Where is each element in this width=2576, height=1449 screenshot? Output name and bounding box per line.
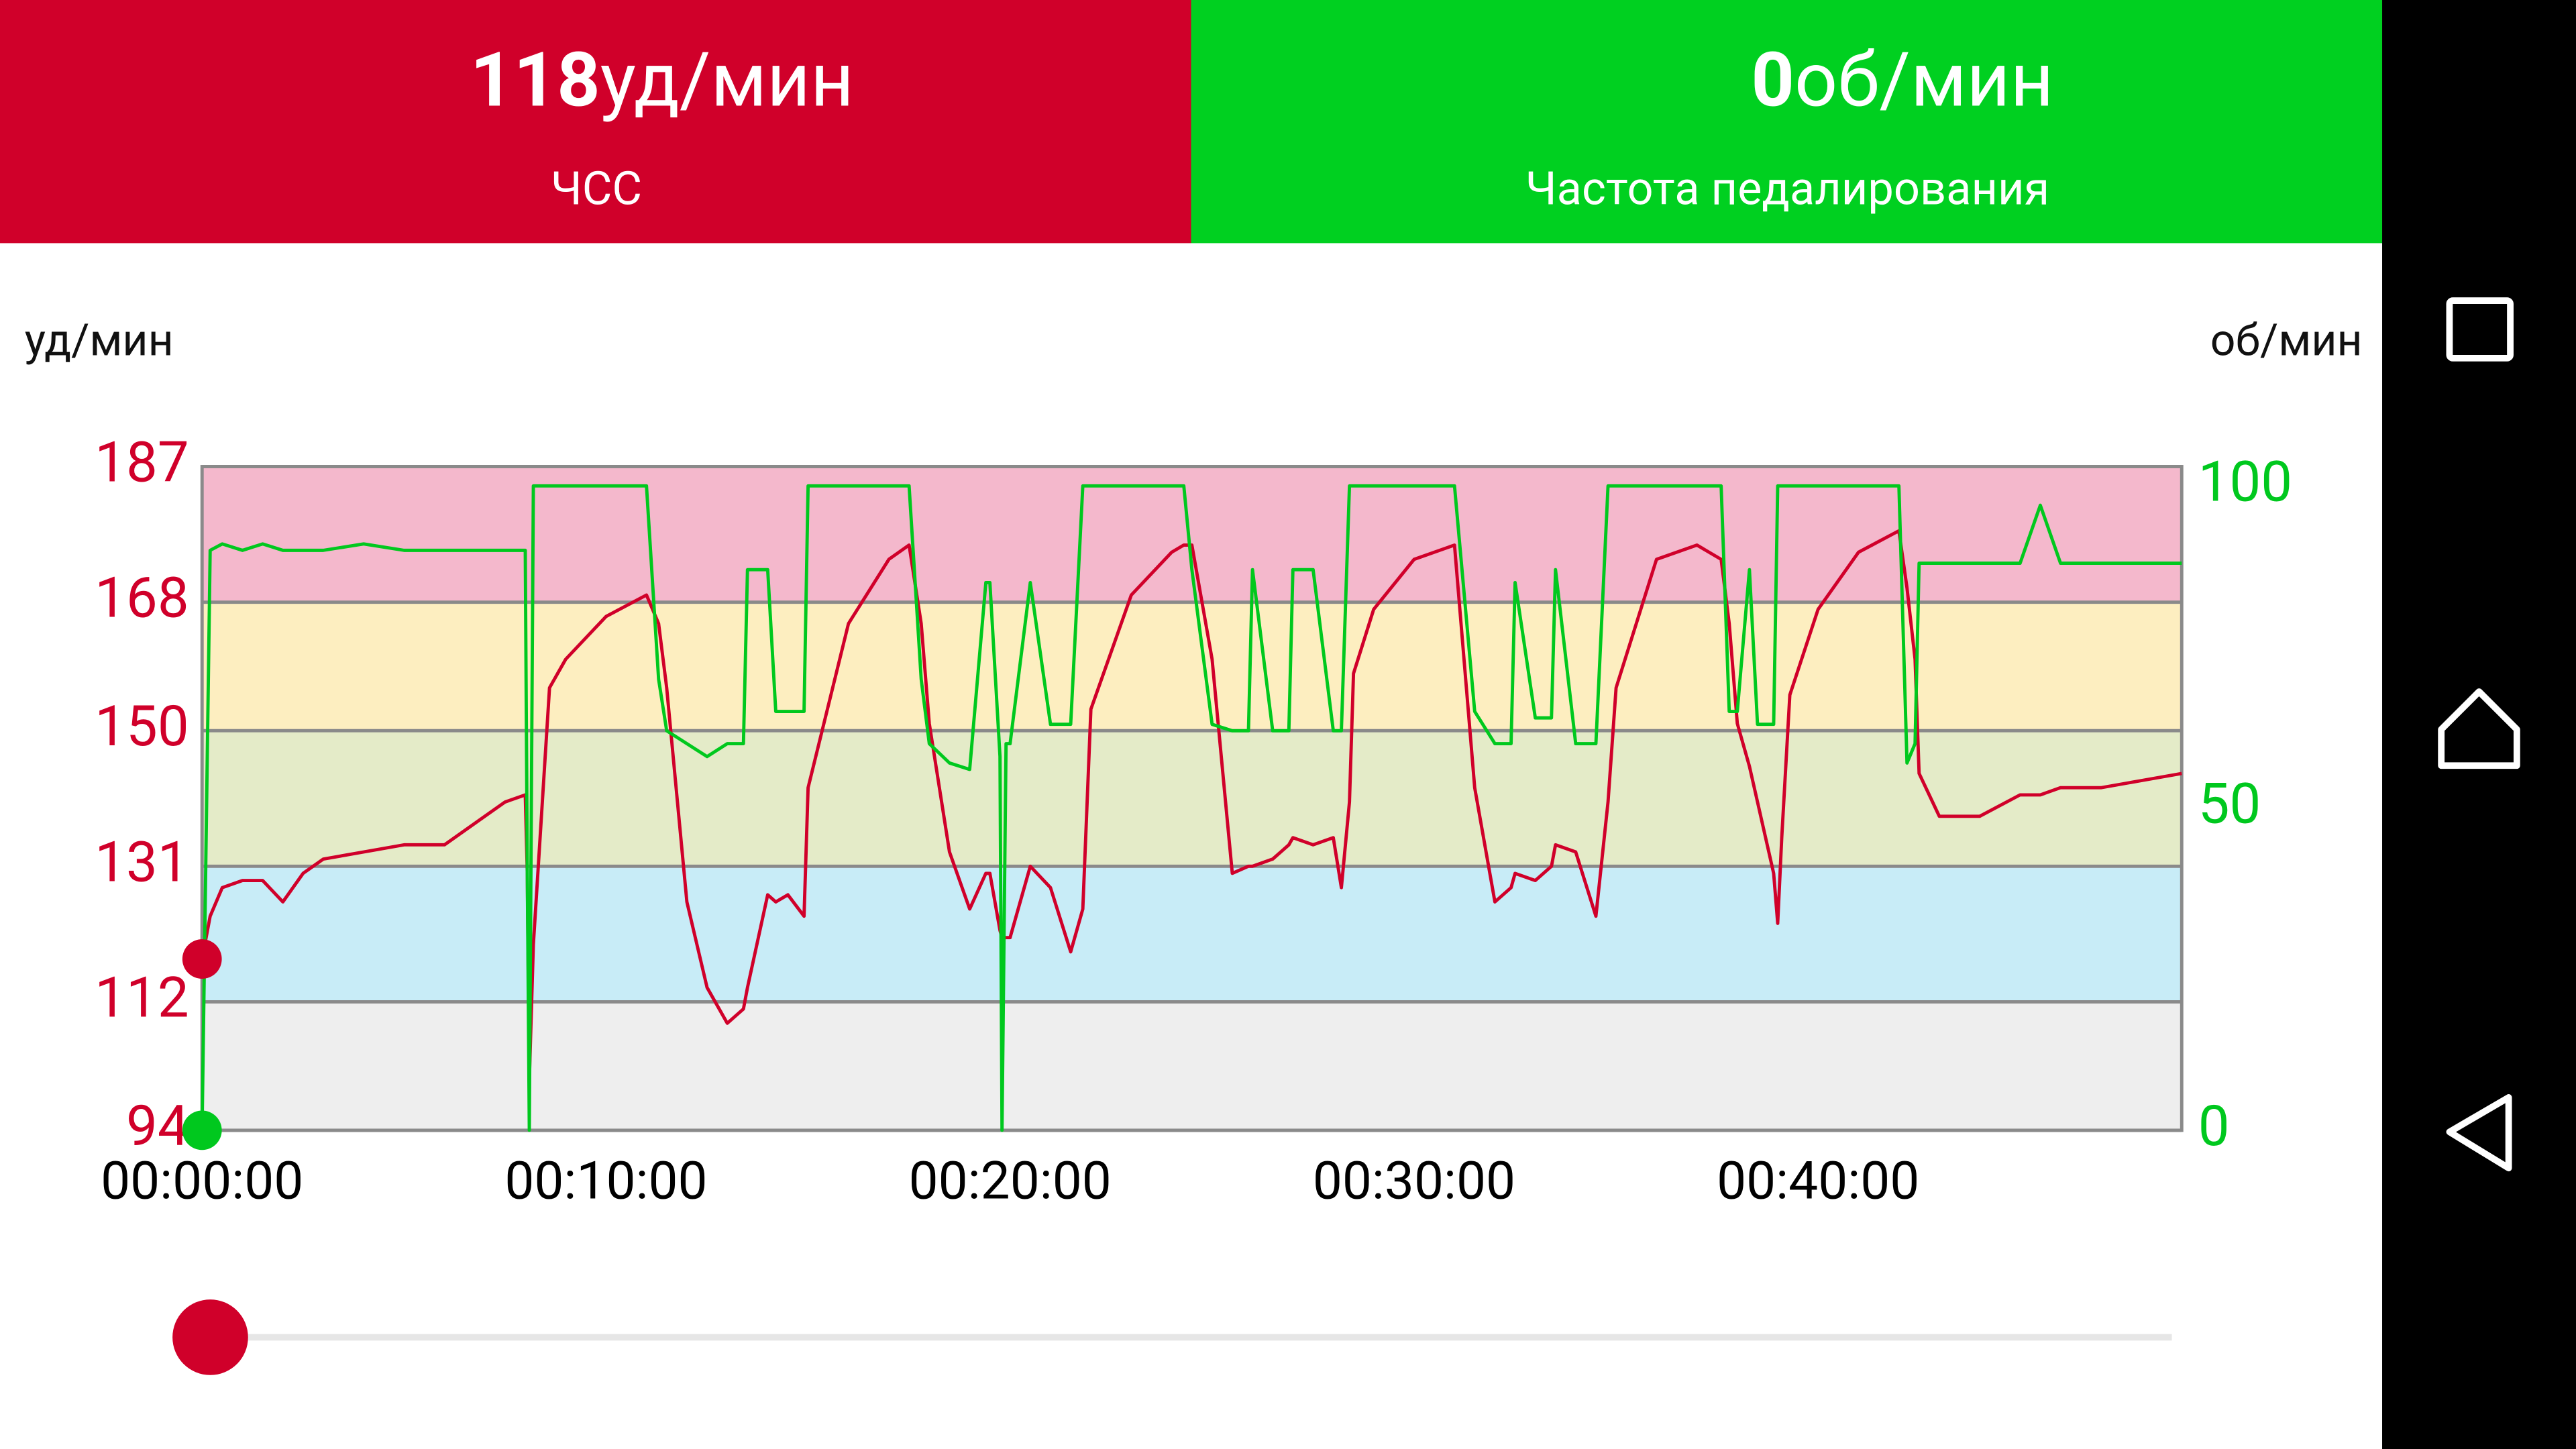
slider-knob[interactable] [172,1299,248,1375]
y2-tick-label: 100 [2198,449,2292,515]
hr-value: 118 [470,35,600,124]
y-tick-label: 112 [95,965,189,1030]
cadence-marker [182,1110,222,1150]
zone-band [202,731,2182,867]
x-tick-label: 00:20:00 [909,1150,1112,1212]
x-tick-label: 00:40:00 [1717,1150,1919,1212]
x-tick-label: 00:30:00 [1313,1150,1515,1212]
y-tick-label: 131 [95,830,189,895]
x-tick-label: 00:10:00 [504,1150,707,1212]
plot-border [200,465,2184,1132]
series-line [200,484,2182,1132]
y-tick-label: 94 [126,1094,189,1159]
cadence-label: Частота педалирования [1525,162,2049,216]
recents-button[interactable] [2446,297,2514,362]
hr-label: ЧСС [551,162,642,216]
hr-marker [182,939,222,979]
y-tick-label: 168 [95,566,189,631]
cadence-reading: 0об/мин [1751,35,2053,124]
hr-unit: уд/мин [600,35,854,124]
zone-band [202,866,2182,1002]
hr-panel [0,0,1191,244]
y-tick-label: 150 [95,694,189,759]
zone-band [202,1002,2182,1130]
x-tick-label: 00:00:00 [101,1150,303,1212]
cadence-unit: об/мин [1794,35,2054,124]
plot: 94 112 131 150 168 187 0 50 100 00:00:00 00:10:00 0… [95,431,2292,1212]
home-button[interactable] [2438,688,2520,769]
cadence-value: 0 [1751,35,1794,124]
cadence-panel [1191,0,2383,244]
y2-axis-title: об/мин [2210,315,2363,366]
nav-bar [2382,0,2576,1449]
y-axis-title: уд/мин [25,315,174,366]
back-button[interactable] [2446,1094,2512,1172]
hr-reading: 118уд/мин [470,35,854,124]
y2-tick-label: 0 [2198,1094,2230,1159]
y2-tick-label: 50 [2198,772,2261,837]
zone-band [202,602,2182,731]
y-tick-label: 187 [95,431,189,496]
series-line [200,529,2182,1082]
